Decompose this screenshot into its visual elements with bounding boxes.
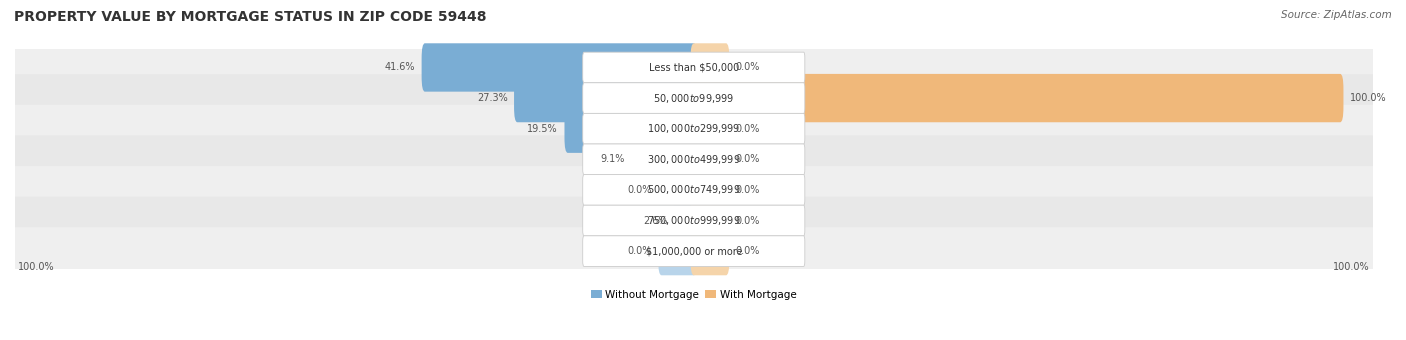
Text: 100.0%: 100.0% [1350,93,1386,103]
FancyBboxPatch shape [515,74,697,122]
Text: 2.6%: 2.6% [643,216,668,225]
FancyBboxPatch shape [13,227,1375,275]
FancyBboxPatch shape [690,196,730,245]
FancyBboxPatch shape [582,52,804,83]
Text: $750,000 to $999,999: $750,000 to $999,999 [647,214,741,227]
FancyBboxPatch shape [13,135,1375,183]
Text: $1,000,000 or more: $1,000,000 or more [645,246,742,256]
FancyBboxPatch shape [658,227,697,275]
FancyBboxPatch shape [582,113,804,144]
FancyBboxPatch shape [690,104,730,153]
Text: $300,000 to $499,999: $300,000 to $499,999 [647,153,741,166]
Text: 100.0%: 100.0% [1333,262,1369,272]
FancyBboxPatch shape [13,74,1375,122]
Legend: Without Mortgage, With Mortgage: Without Mortgage, With Mortgage [588,286,800,304]
Text: 0.0%: 0.0% [735,216,761,225]
Text: 19.5%: 19.5% [527,124,558,134]
FancyBboxPatch shape [690,135,730,184]
FancyBboxPatch shape [690,227,730,275]
FancyBboxPatch shape [564,104,697,153]
Text: 9.1%: 9.1% [600,154,626,164]
Text: 0.0%: 0.0% [735,185,761,195]
FancyBboxPatch shape [582,236,804,267]
Text: $500,000 to $749,999: $500,000 to $749,999 [647,183,741,197]
Text: Source: ZipAtlas.com: Source: ZipAtlas.com [1281,10,1392,20]
FancyBboxPatch shape [658,166,697,214]
FancyBboxPatch shape [13,197,1375,244]
Text: 0.0%: 0.0% [627,185,652,195]
FancyBboxPatch shape [690,43,730,92]
FancyBboxPatch shape [631,135,697,184]
Text: 0.0%: 0.0% [627,246,652,256]
FancyBboxPatch shape [582,144,804,175]
FancyBboxPatch shape [582,205,804,236]
FancyBboxPatch shape [422,43,697,92]
Text: Less than $50,000: Less than $50,000 [648,63,740,72]
Text: $100,000 to $299,999: $100,000 to $299,999 [647,122,741,135]
Text: 0.0%: 0.0% [735,124,761,134]
FancyBboxPatch shape [673,196,697,245]
Text: 0.0%: 0.0% [735,246,761,256]
Text: $50,000 to $99,999: $50,000 to $99,999 [654,91,734,105]
FancyBboxPatch shape [582,175,804,205]
Text: 0.0%: 0.0% [735,154,761,164]
FancyBboxPatch shape [690,166,730,214]
FancyBboxPatch shape [13,44,1375,91]
Text: PROPERTY VALUE BY MORTGAGE STATUS IN ZIP CODE 59448: PROPERTY VALUE BY MORTGAGE STATUS IN ZIP… [14,10,486,24]
FancyBboxPatch shape [582,83,804,113]
FancyBboxPatch shape [13,166,1375,214]
Text: 100.0%: 100.0% [18,262,55,272]
FancyBboxPatch shape [13,105,1375,153]
Text: 0.0%: 0.0% [735,63,761,72]
FancyBboxPatch shape [690,74,1344,122]
Text: 27.3%: 27.3% [477,93,508,103]
Text: 41.6%: 41.6% [385,63,415,72]
